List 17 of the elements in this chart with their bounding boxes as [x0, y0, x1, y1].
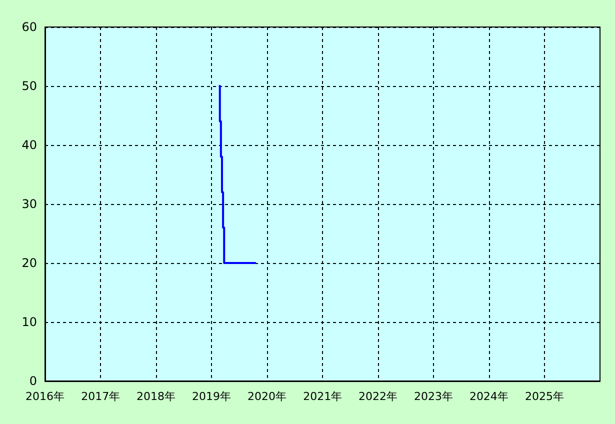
x-tick-label: 2019年 [192, 390, 232, 403]
y-tick-label: 10 [22, 315, 37, 329]
x-tick-label: 2024年 [469, 390, 508, 403]
y-tick-label: 30 [22, 197, 37, 211]
x-tick-label: 2023年 [414, 390, 453, 403]
y-tick-label: 40 [22, 138, 37, 152]
x-tick-label: 2020年 [247, 390, 286, 403]
x-tick-label: 2025年 [525, 390, 564, 403]
y-tick-label: 0 [29, 374, 37, 388]
x-tick-label: 2018年 [136, 390, 176, 403]
y-tick-label: 60 [22, 20, 37, 34]
x-tick-label: 2022年 [358, 390, 398, 403]
x-tick-label: 2016年 [26, 390, 64, 403]
y-tick-label: 50 [22, 79, 37, 93]
y-tick-label: 20 [22, 256, 37, 270]
x-tick-label: 2021年 [303, 390, 342, 403]
x-tick-label: 2017年 [81, 390, 120, 403]
